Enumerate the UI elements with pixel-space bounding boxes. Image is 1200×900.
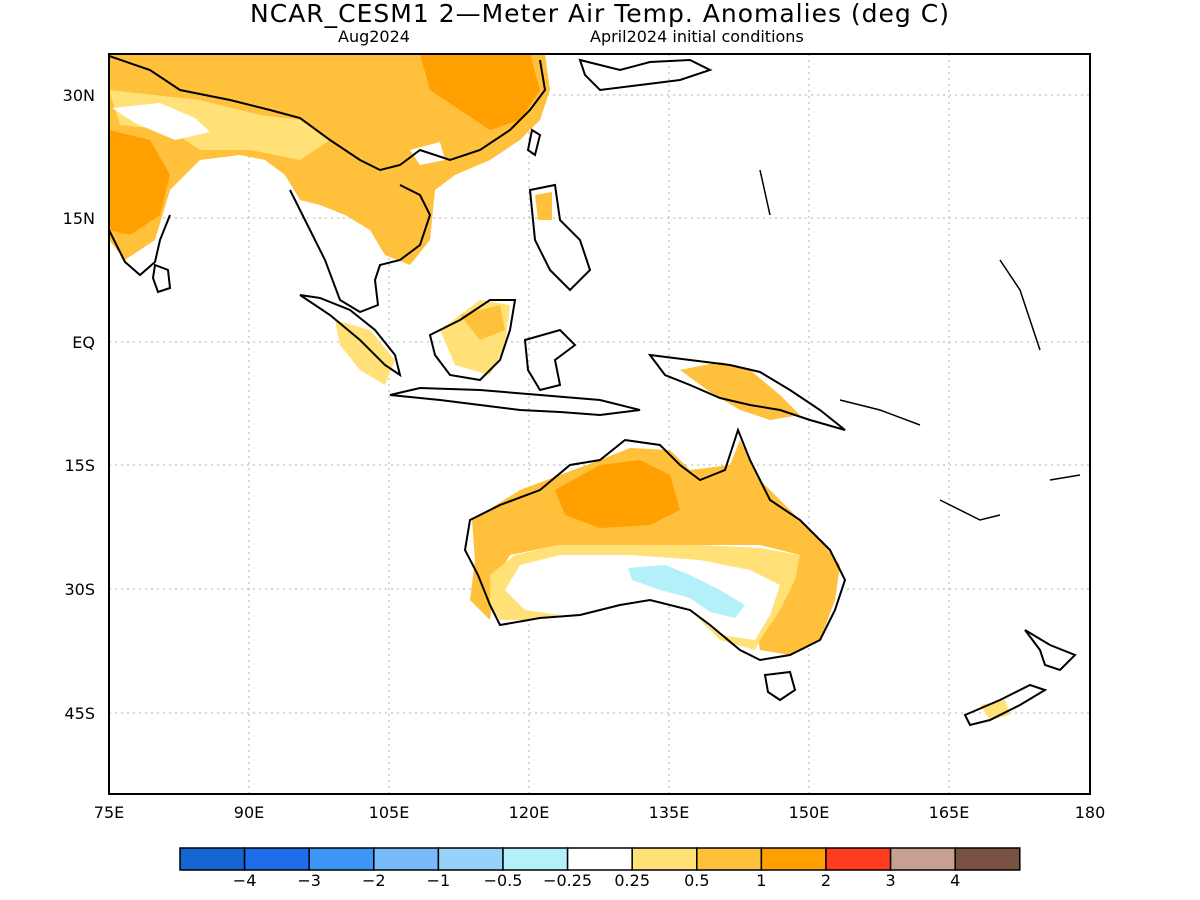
x-tick-label: 165E — [928, 803, 970, 822]
y-tick-label: 45S — [64, 704, 95, 723]
colorbar-label: −2 — [362, 871, 386, 890]
forecast-month: Aug2024 — [338, 27, 410, 46]
coast-sulawesi — [523, 328, 577, 392]
anomaly-asia-dark — [420, 54, 540, 130]
y-tick-label: 15N — [62, 209, 95, 228]
x-tick-label: 180 — [1074, 803, 1106, 822]
initial-conditions: April2024 initial conditions — [590, 27, 804, 46]
x-tick-label: 75E — [93, 803, 125, 822]
y-tick-label: 30S — [64, 580, 95, 599]
map-frame — [108, 53, 1091, 795]
x-tick-label: 90E — [233, 803, 265, 822]
anomaly-white-patch — [112, 103, 210, 140]
colorbar-label: 1 — [756, 871, 767, 890]
colorbar-label: −3 — [297, 871, 321, 890]
coast-tasmania — [763, 670, 797, 702]
coast-newzealand-north — [1024, 629, 1077, 672]
coast-sumatra — [299, 294, 402, 378]
colorbar-label: 0.5 — [684, 871, 710, 890]
colorbar-label: 2 — [820, 871, 832, 890]
anomaly-borneo-orange — [460, 305, 505, 340]
colorbar-label: −0.5 — [483, 871, 523, 890]
coast-india — [109, 214, 171, 277]
anomaly-sumatra — [335, 320, 395, 385]
x-tick-label: 150E — [788, 803, 830, 822]
colorbar-swatch — [308, 847, 375, 871]
colorbar — [179, 847, 1021, 871]
coast-newguinea — [647, 353, 846, 431]
colorbar-label: 4 — [950, 871, 961, 890]
anomaly-australia-white — [505, 555, 780, 640]
colorbar-label: 0.25 — [614, 871, 650, 890]
y-tick-label: 30N — [62, 86, 95, 105]
anomaly-shading — [109, 54, 1010, 720]
anomaly-australia-dark — [555, 460, 680, 528]
colorbar-swatch — [954, 847, 1021, 871]
coast-srilanka — [151, 263, 172, 294]
colorbar-swatch — [631, 847, 698, 871]
coast-newzealand-south — [963, 683, 1048, 727]
y-tick-label: EQ — [72, 333, 95, 352]
colorbar-swatch — [502, 847, 569, 871]
x-tick-label: 105E — [368, 803, 410, 822]
coast-japan — [578, 58, 713, 92]
colorbar-swatch — [437, 847, 504, 871]
colorbar-swatch — [696, 847, 763, 871]
colorbar-swatch — [243, 847, 310, 871]
anomaly-australia-cyan — [628, 565, 745, 618]
colorbar-swatch — [760, 847, 827, 871]
colorbar-swatch — [889, 847, 956, 871]
coast-indochina — [289, 184, 432, 314]
anomaly-india-dark — [109, 130, 170, 235]
coastlines — [109, 55, 1081, 727]
coast-borneo — [428, 299, 517, 382]
colorbar-swatch — [825, 847, 892, 871]
coast-java — [389, 386, 641, 417]
colorbar-label: −0.25 — [543, 871, 593, 890]
anomaly-philippines — [535, 192, 552, 220]
colorbar-swatch — [373, 847, 440, 871]
colorbar-swatch — [179, 847, 246, 871]
coast-pacific-islands — [759, 169, 1081, 521]
colorbar-label: −1 — [426, 871, 451, 890]
coast-asia — [109, 55, 547, 172]
anomaly-newguinea — [680, 362, 800, 420]
x-tick-label: 135E — [648, 803, 690, 822]
map-title: NCAR_CESM1 2—Meter Air Temp. Anomalies (… — [250, 0, 950, 28]
gridlines — [109, 54, 1090, 794]
colorbar-swatch — [566, 847, 633, 871]
coast-taiwan — [526, 128, 542, 157]
y-tick-label: 15S — [64, 456, 95, 475]
coast-australia — [463, 427, 847, 662]
colorbar-label: 3 — [885, 871, 896, 890]
x-tick-label: 120E — [508, 803, 550, 822]
colorbar-label: −4 — [232, 871, 257, 890]
coast-philippines — [528, 183, 592, 292]
